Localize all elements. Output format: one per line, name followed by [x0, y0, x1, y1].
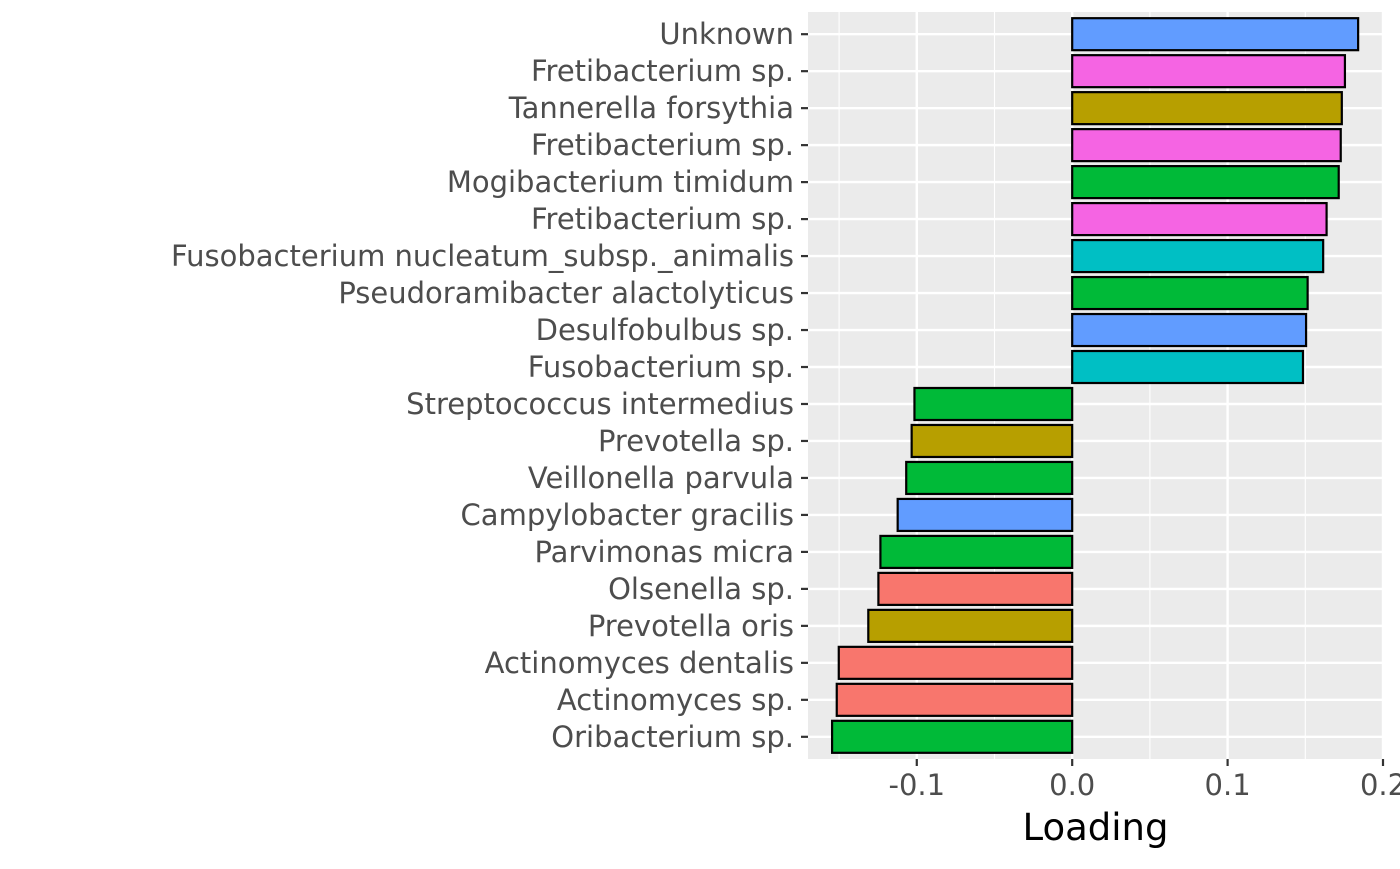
y-tick-label: Mogibacterium timidum: [447, 165, 794, 199]
y-tick-label: Fretibacterium sp.: [531, 202, 794, 236]
y-tick-label: Desulfobulbus sp.: [536, 313, 794, 347]
bar: [877, 571, 1074, 606]
y-tick-label: Olsenella sp.: [608, 572, 794, 606]
y-tick-label: Veillonella parvula: [528, 461, 794, 495]
y-tick-label: Actinomyces sp.: [557, 683, 794, 717]
bar: [879, 534, 1074, 570]
x-tick-label: 0.0: [1049, 768, 1095, 802]
y-tick-label: Actinomyces dentalis: [485, 646, 794, 680]
y-tick-label: Prevotella oris: [588, 609, 794, 643]
bar: [905, 460, 1074, 496]
x-tick-label: 0.2: [1360, 768, 1400, 802]
bar: [1071, 17, 1360, 52]
bar: [1071, 54, 1347, 89]
bar: [830, 719, 1074, 754]
x-tick-label: -0.1: [888, 768, 945, 802]
y-tick-label: Fusobacterium sp.: [528, 350, 794, 384]
y-tick-label: Oribacterium sp.: [551, 720, 794, 754]
x-tick-label: 0.1: [1205, 768, 1251, 802]
y-tick-label: Tannerella forsythia: [508, 91, 794, 125]
bar: [1071, 165, 1340, 200]
y-tick-label: Campylobacter gracilis: [461, 498, 794, 532]
bar: [867, 608, 1074, 643]
y-tick-label: Unknown: [659, 17, 794, 51]
bar: [1071, 91, 1343, 126]
y-tick-label: Fretibacterium sp.: [531, 54, 794, 88]
bar: [837, 645, 1074, 680]
bar: [1071, 238, 1325, 274]
y-tick-label: Streptococcus intermedius: [406, 387, 794, 421]
bar: [1071, 128, 1342, 163]
y-tick-label: Fretibacterium sp.: [531, 128, 794, 162]
x-axis-title: Loading: [1023, 806, 1169, 849]
bar: [1071, 312, 1308, 348]
bar: [1071, 275, 1309, 311]
bars: [830, 17, 1360, 754]
bar: [1071, 349, 1305, 385]
bar: [1071, 201, 1328, 237]
y-tick-label: Pseudoramibacter alactolyticus: [338, 276, 794, 310]
bar: [835, 682, 1074, 717]
y-tick-label: Prevotella sp.: [598, 424, 794, 458]
y-tick-label: Parvimonas micra: [534, 535, 794, 569]
y-tick-label: Fusobacterium nucleatum_subsp._animalis: [171, 239, 794, 273]
bar: [896, 497, 1074, 533]
bar: [910, 423, 1074, 459]
bar: [913, 386, 1074, 422]
x-axis: -0.1 0.0 0.1 0.2: [888, 759, 1400, 802]
